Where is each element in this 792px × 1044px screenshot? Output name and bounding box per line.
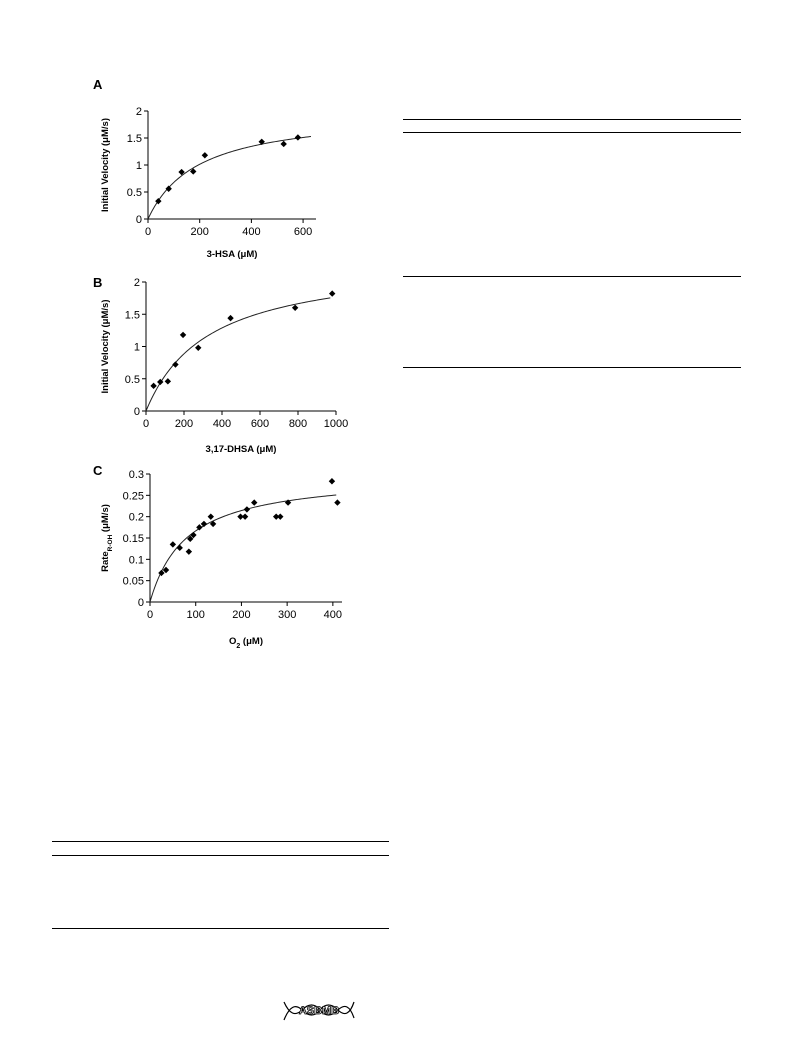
x-tick-label: 0 xyxy=(143,418,149,430)
fit-curve xyxy=(145,297,331,412)
table-rule-bottom xyxy=(403,367,741,368)
figure-panel-b: B 0 200 400 600 800 1000 0 0.5 1 1.5 2 3,17-DHSA (μM… xyxy=(90,272,350,462)
data-point xyxy=(158,569,165,577)
x-tick-label: 200 xyxy=(191,226,209,238)
y-axis-title: Initial Velocity (μM/s) xyxy=(100,118,111,212)
data-point xyxy=(176,544,183,552)
x-tick-label: 300 xyxy=(278,609,296,621)
data-point xyxy=(241,513,249,520)
data-point xyxy=(328,478,336,485)
fit-curve xyxy=(149,494,337,603)
y-tick-label: 2 xyxy=(134,277,140,289)
chart-c: C 0 100 200 300 400 0 0.05 0.1 0.15 0.2 0.25 0.3 O2 (… xyxy=(93,463,342,650)
x-axis-title: 3,17-DHSA (μM) xyxy=(206,444,277,455)
chart-b: B 0 200 400 600 800 1000 0 0.5 1 1.5 2 3,17-DHSA (μM… xyxy=(93,275,348,455)
panel-letter: C xyxy=(93,463,103,478)
table2-rule-top xyxy=(52,841,389,842)
y-tick-label: 1.5 xyxy=(125,309,140,321)
data-point xyxy=(172,361,179,368)
data-point xyxy=(179,331,187,339)
y-tick-label: 0.15 xyxy=(123,533,144,545)
x-tick-label: 400 xyxy=(324,609,342,621)
fit-curve xyxy=(147,136,312,220)
y-tick-label: 0.25 xyxy=(123,490,144,502)
data-point xyxy=(162,566,170,574)
y-tick-label: 0.05 xyxy=(123,576,144,588)
data-point xyxy=(185,548,193,555)
logo-text: ASBMB xyxy=(299,1005,339,1017)
data-point xyxy=(227,314,234,322)
data-point xyxy=(284,499,292,506)
data-point xyxy=(243,506,251,513)
x-tick-label: 0 xyxy=(145,226,151,238)
y-tick-label: 1 xyxy=(134,342,140,354)
table-rule-top xyxy=(403,119,741,120)
x-tick-label: 400 xyxy=(213,418,231,430)
data-point xyxy=(195,344,202,351)
data-point xyxy=(178,168,185,176)
x-tick-label: 400 xyxy=(242,226,260,238)
y-tick-label: 0 xyxy=(134,406,140,418)
y-tick-label: 0 xyxy=(136,214,142,226)
y-tick-label: 0.5 xyxy=(125,374,140,386)
table-rule-middle xyxy=(403,276,741,277)
x-tick-label: 800 xyxy=(289,418,307,430)
panel-letter: B xyxy=(93,275,102,290)
data-point xyxy=(294,134,302,141)
y-tick-label: 2 xyxy=(136,106,142,118)
y-tick-label: 0.1 xyxy=(129,554,144,566)
data-point xyxy=(164,378,172,385)
data-point xyxy=(277,513,284,520)
figure-panel-c: C 0 100 200 300 400 0 0.05 0.1 0.15 0.2 0.25 0.3 O2 (… xyxy=(90,460,355,655)
table2-rule-bottom xyxy=(52,928,389,929)
data-point xyxy=(280,140,287,148)
asbmb-logo: ASBMB xyxy=(282,998,356,1022)
x-axis-title: 3-HSA (μM) xyxy=(207,249,258,260)
figure-panel-a: A 0 200 400 600 0 0.5 1 1.5 2 3-HSA (μM) Initial Ve… xyxy=(90,72,330,267)
y-tick-label: 1.5 xyxy=(127,133,142,145)
data-point xyxy=(201,152,209,159)
data-point xyxy=(334,499,341,506)
data-point xyxy=(200,520,208,528)
y-tick-label: 1 xyxy=(136,160,142,172)
panel-letter: A xyxy=(93,77,103,92)
y-axis-title: RateR-OH (μM/s) xyxy=(100,504,114,572)
x-tick-label: 200 xyxy=(232,609,250,621)
data-point xyxy=(157,378,164,386)
data-point xyxy=(251,499,258,506)
x-tick-label: 0 xyxy=(147,609,153,621)
data-point xyxy=(329,290,336,297)
y-tick-label: 0.2 xyxy=(129,512,144,524)
x-tick-label: 200 xyxy=(175,418,193,430)
data-point xyxy=(155,197,162,205)
y-tick-label: 0.3 xyxy=(129,469,144,481)
x-axis-title: O2 (μM) xyxy=(229,636,263,650)
chart-a: A 0 200 400 600 0 0.5 1 1.5 2 3-HSA (μM) Initial Ve… xyxy=(93,77,316,260)
data-point xyxy=(150,382,157,390)
y-axis-title: Initial Velocity (μM/s) xyxy=(100,300,111,394)
table2-rule-header xyxy=(52,855,389,856)
data-point xyxy=(169,541,177,548)
data-point xyxy=(190,168,197,175)
data-point xyxy=(258,138,265,145)
x-tick-label: 600 xyxy=(294,226,312,238)
data-point xyxy=(165,185,172,192)
data-point xyxy=(291,304,299,311)
x-tick-label: 100 xyxy=(187,609,205,621)
x-tick-label: 1000 xyxy=(324,418,348,430)
y-tick-label: 0 xyxy=(138,597,144,609)
y-tick-label: 0.5 xyxy=(127,187,142,199)
x-tick-label: 600 xyxy=(251,418,269,430)
table-rule-header xyxy=(403,132,741,133)
data-point xyxy=(190,531,197,539)
data-point xyxy=(207,513,214,520)
